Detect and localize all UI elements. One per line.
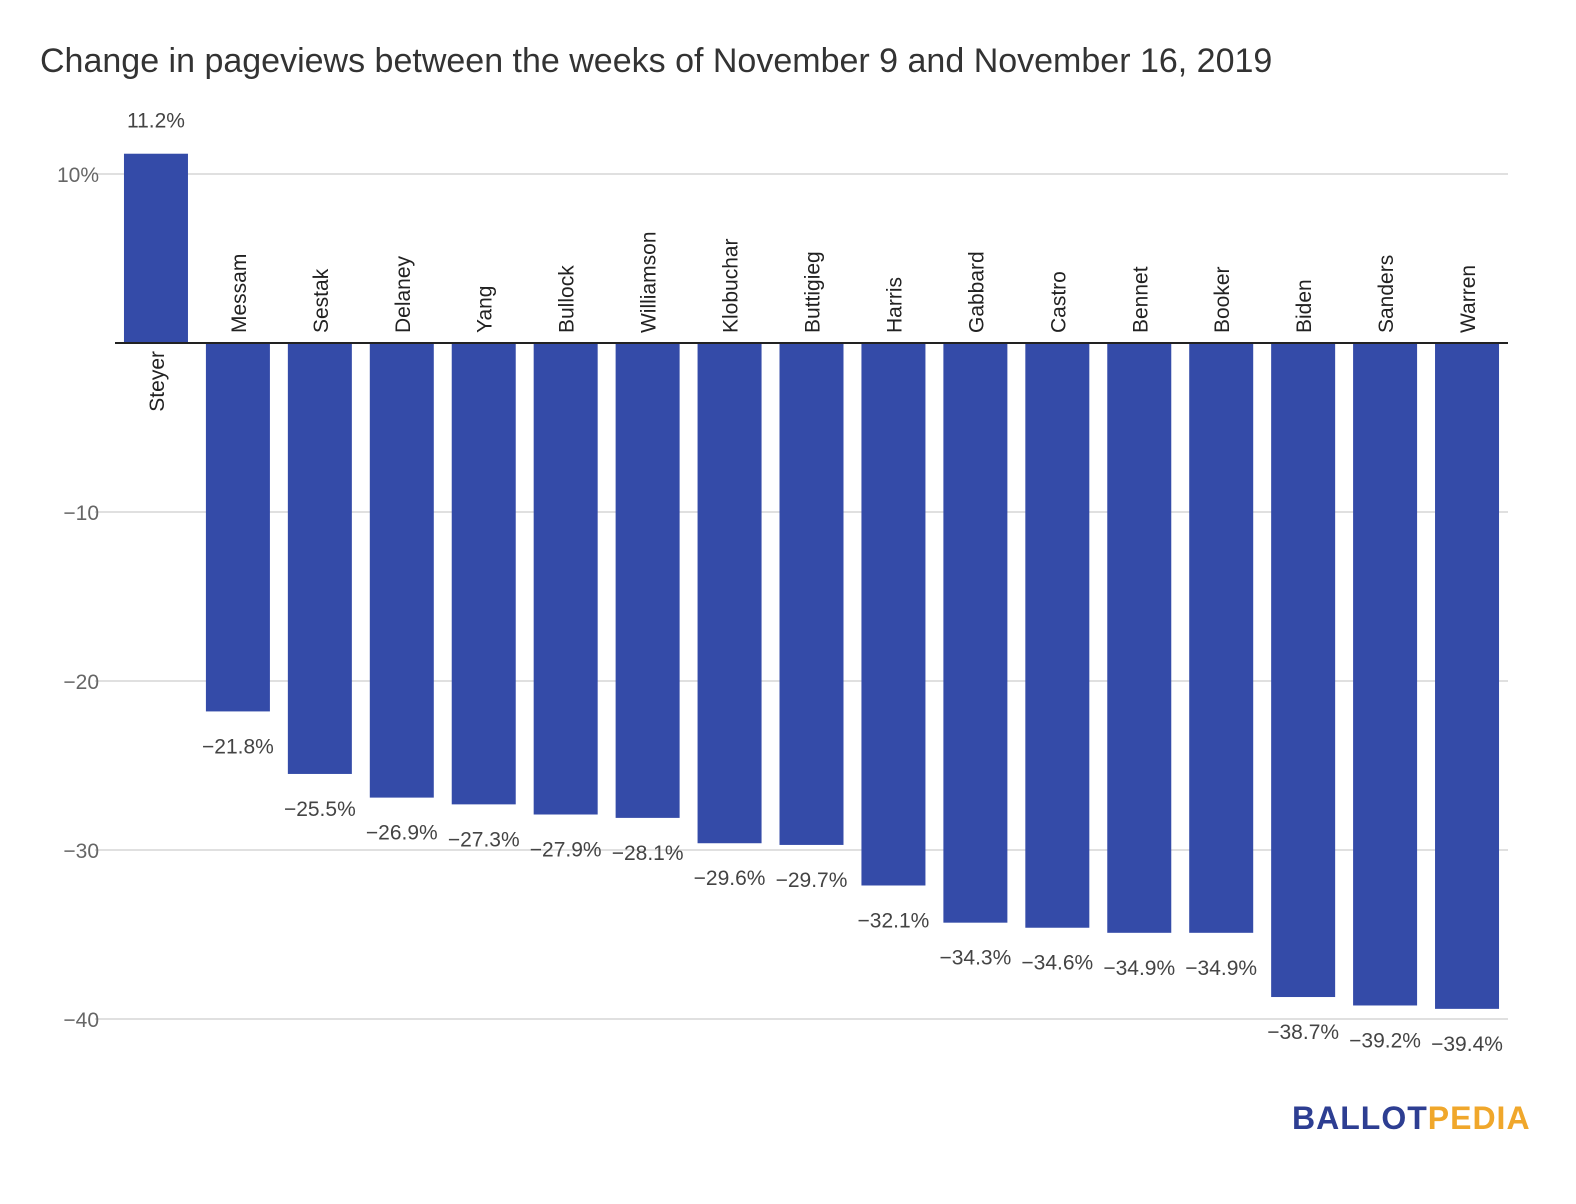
category-label: Messam xyxy=(228,254,251,333)
bar xyxy=(369,343,434,798)
data-label: −34.9% xyxy=(1103,957,1175,980)
category-label: Castro xyxy=(1047,271,1070,333)
data-label: −21.8% xyxy=(202,735,274,758)
y-tick-label: −30 xyxy=(63,840,99,863)
data-label: −38.7% xyxy=(1267,1021,1339,1044)
data-label: −32.1% xyxy=(858,909,930,932)
bar xyxy=(451,343,516,805)
bar xyxy=(123,153,188,343)
category-label: Delaney xyxy=(392,255,415,333)
bar xyxy=(1353,343,1418,1006)
category-label: Gabbard xyxy=(965,251,988,333)
category-label: Steyer xyxy=(146,351,169,412)
data-label: −26.9% xyxy=(366,822,438,845)
bar xyxy=(533,343,598,815)
category-label: Warren xyxy=(1457,265,1480,333)
y-axis-ticks: 10% −10 −20 −30 −40 xyxy=(57,164,99,1032)
ballotpedia-logo: BALLOTPEDIA xyxy=(1292,1100,1531,1137)
category-label: Buttigieg xyxy=(802,251,825,333)
data-label: −34.3% xyxy=(939,947,1011,970)
chart-title: Change in pageviews between the weeks of… xyxy=(40,42,1273,80)
data-label: −34.9% xyxy=(1185,957,1257,980)
bar xyxy=(1189,343,1254,933)
bar xyxy=(943,343,1008,923)
bar xyxy=(287,343,352,774)
data-label: −29.6% xyxy=(694,867,766,890)
category-label: Harris xyxy=(883,277,906,333)
category-labels: Steyer Messam Sestak Delaney Yang Bullock Will… xyxy=(146,231,1480,411)
category-label: Sanders xyxy=(1375,255,1398,333)
logo-part-1: BALLOT xyxy=(1292,1100,1428,1136)
category-label: Bennet xyxy=(1129,266,1152,333)
y-tick-label: −20 xyxy=(63,671,99,694)
data-label: −39.4% xyxy=(1431,1033,1503,1056)
y-tick-label: −40 xyxy=(63,1009,99,1032)
data-label: −39.2% xyxy=(1349,1029,1421,1052)
y-tick-label: 10% xyxy=(57,164,99,187)
category-label: Yang xyxy=(474,286,497,334)
data-label: 11.2% xyxy=(127,110,185,133)
category-label: Williamson xyxy=(638,231,661,333)
bar xyxy=(1107,343,1172,933)
bar xyxy=(697,343,762,844)
category-label: Bullock xyxy=(556,265,579,333)
bar xyxy=(615,343,680,818)
bar xyxy=(779,343,844,845)
y-tick-label: −10 xyxy=(63,502,99,525)
category-label: Klobuchar xyxy=(720,238,743,333)
bars xyxy=(123,153,1500,1009)
data-label: −27.9% xyxy=(530,839,602,862)
bar xyxy=(861,343,926,886)
data-label: −27.3% xyxy=(448,828,520,851)
logo-part-2: PEDIA xyxy=(1427,1100,1531,1136)
data-label: −25.5% xyxy=(284,798,356,821)
data-labels: 11.2% −21.8% −25.5% −26.9% −27.3% −27.9% −28.1… xyxy=(127,110,1503,1056)
category-label: Biden xyxy=(1293,279,1316,333)
category-label: Booker xyxy=(1211,266,1234,333)
bar xyxy=(1435,343,1500,1009)
category-label: Sestak xyxy=(310,268,333,333)
data-label: −34.6% xyxy=(1021,952,1093,975)
bar xyxy=(205,343,270,712)
data-label: −29.7% xyxy=(776,869,848,892)
data-label: −28.1% xyxy=(612,842,684,865)
bar xyxy=(1271,343,1336,998)
bar xyxy=(1025,343,1090,928)
